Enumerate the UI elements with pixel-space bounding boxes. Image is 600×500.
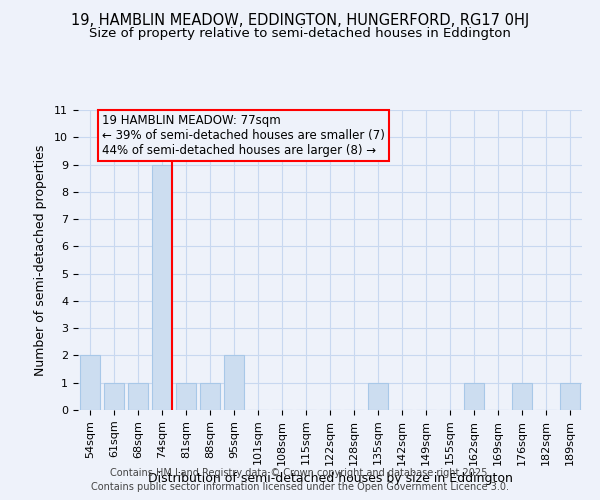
Bar — [104, 382, 124, 410]
Bar — [128, 382, 148, 410]
Text: Size of property relative to semi-detached houses in Eddington: Size of property relative to semi-detach… — [89, 28, 511, 40]
Text: Contains HM Land Registry data © Crown copyright and database right 2025.
Contai: Contains HM Land Registry data © Crown c… — [91, 468, 509, 492]
Bar — [224, 356, 244, 410]
Text: 19, HAMBLIN MEADOW, EDDINGTON, HUNGERFORD, RG17 0HJ: 19, HAMBLIN MEADOW, EDDINGTON, HUNGERFOR… — [71, 12, 529, 28]
Bar — [80, 356, 100, 410]
Bar — [512, 382, 532, 410]
X-axis label: Distribution of semi-detached houses by size in Eddington: Distribution of semi-detached houses by … — [148, 472, 512, 484]
Bar — [464, 382, 484, 410]
Text: 19 HAMBLIN MEADOW: 77sqm
← 39% of semi-detached houses are smaller (7)
44% of se: 19 HAMBLIN MEADOW: 77sqm ← 39% of semi-d… — [102, 114, 385, 157]
Bar — [368, 382, 388, 410]
Bar — [200, 382, 220, 410]
Y-axis label: Number of semi-detached properties: Number of semi-detached properties — [34, 144, 47, 376]
Bar — [176, 382, 196, 410]
Bar — [152, 164, 172, 410]
Bar — [560, 382, 580, 410]
